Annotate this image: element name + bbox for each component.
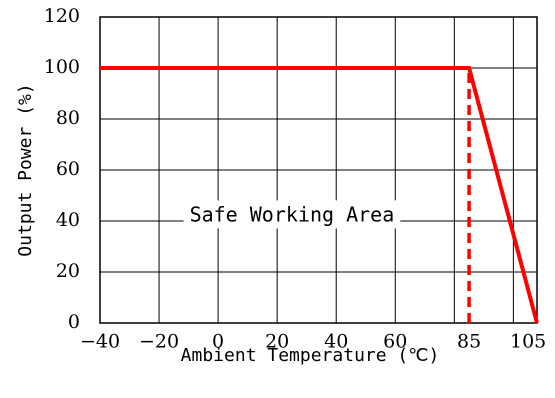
x-tick-label: 20 [265,331,289,353]
derating-curve-line [100,66,539,324]
x-tick-label: −40 [80,331,120,353]
x-tick-label: 85 [457,331,481,353]
x-tick-label: 40 [324,331,348,353]
y-tick-label: 80 [56,107,80,129]
x-tick-label: 60 [383,331,407,353]
x-tick-label: 0 [212,331,224,353]
y-tick-label: 20 [56,260,80,282]
y-tick-label: 60 [56,158,80,180]
x-tick-label: 105 [510,331,546,353]
grid-lines [100,17,537,323]
annotation-background [183,200,401,229]
plot-border [99,16,538,324]
annotation-group: Safe Working Area [183,200,401,229]
x-axis-title: Ambient Temperature (℃) [181,345,440,366]
y-tick-label: 40 [56,209,80,231]
y-axis-title: Output Power (%) [15,83,36,256]
y-tick-label: 100 [44,56,80,78]
x-tick-label: −20 [139,331,179,353]
y-tick-labels: 0 20 40 60 80 100 120 [44,5,80,333]
series-group [100,66,539,324]
y-tick-label: 120 [44,5,80,27]
annotation-label: Safe Working Area [190,202,395,226]
plot-frame [99,16,538,324]
y-tick-label: 0 [68,311,80,333]
x-tick-labels: −40 −20 0 20 40 60 85 105 [80,331,546,353]
